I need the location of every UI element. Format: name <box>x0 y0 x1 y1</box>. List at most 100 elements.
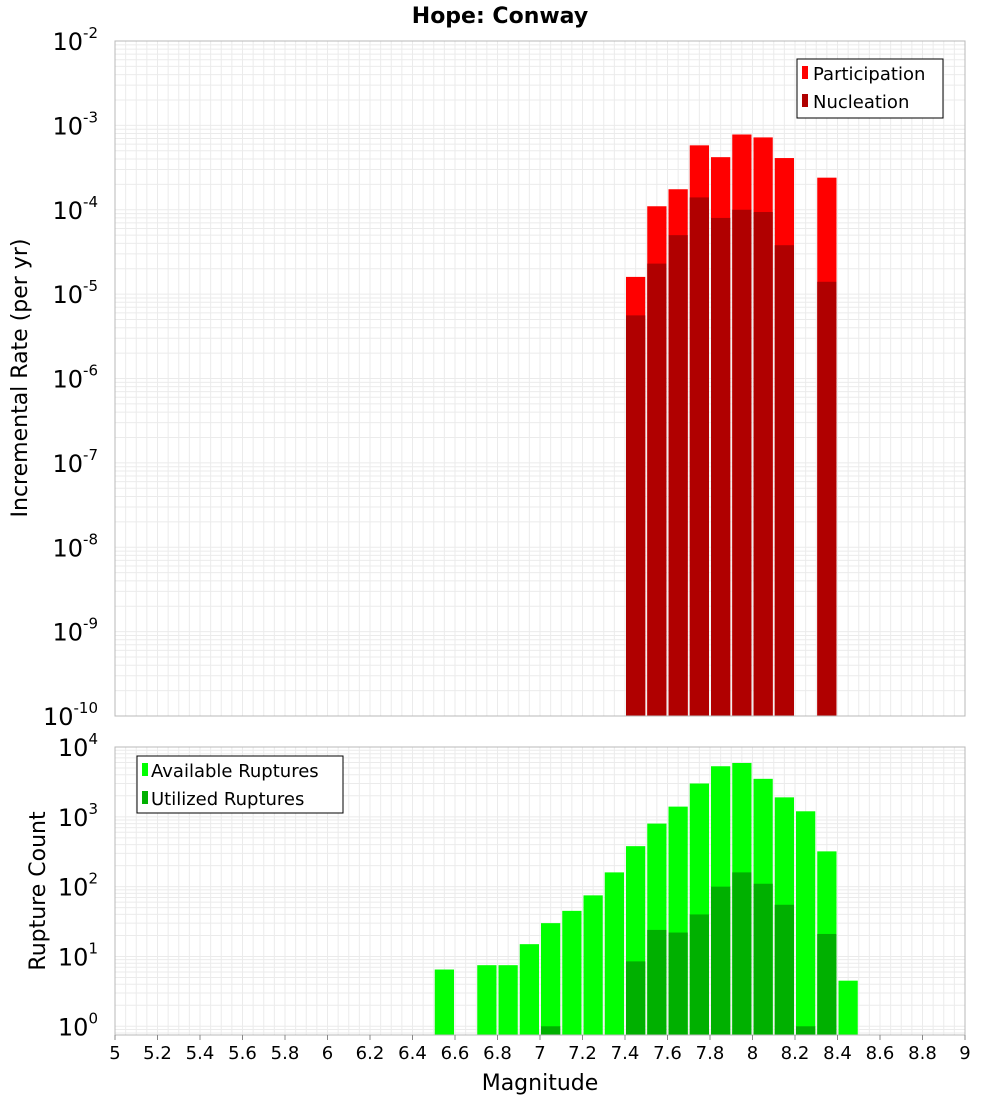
top-y-tick-exponent: -5 <box>83 277 98 295</box>
bottom-bar-series2 <box>732 872 752 1035</box>
top-bars <box>626 134 837 717</box>
x-tick-label: 6.2 <box>356 1043 385 1064</box>
top-bar-series2 <box>774 245 794 717</box>
top-bar-series2 <box>732 209 752 716</box>
x-tick-label: 8.4 <box>823 1043 852 1064</box>
top-y-tick-label: 10-2 <box>52 24 98 56</box>
bottom-bar-series1 <box>562 910 582 1035</box>
bottom-bar-series2 <box>689 914 709 1035</box>
top-y-tick-label: 10-10 <box>43 699 98 731</box>
bottom-bar-series2 <box>796 1026 816 1035</box>
legend-swatch-nucleation <box>802 94 808 107</box>
x-tick-label: 5.4 <box>186 1043 215 1064</box>
legend-swatch-participation <box>802 66 808 79</box>
x-tick-label: 5 <box>109 1043 120 1064</box>
legend-label-available: Available Ruptures <box>151 761 319 782</box>
x-tick-label: 7.2 <box>568 1043 597 1064</box>
bottom-bar-series1 <box>838 980 858 1035</box>
x-tick-label: 6.6 <box>441 1043 470 1064</box>
x-tick-label: 9 <box>959 1043 970 1064</box>
top-y-tick-label: 10-3 <box>52 108 98 140</box>
legend-swatch-utilized <box>142 791 148 804</box>
top-bar-series2 <box>753 212 773 716</box>
top-plot-area <box>114 40 966 717</box>
bottom-bar-series1 <box>541 923 561 1035</box>
x-tick-label: 8.8 <box>908 1043 937 1064</box>
bottom-bar-series1 <box>604 872 624 1035</box>
top-gridlines <box>114 40 966 717</box>
top-y-tick-exponent: -9 <box>83 615 98 633</box>
bottom-y-tick-exponent: 1 <box>88 939 98 957</box>
top-bar-series2 <box>817 281 837 716</box>
bottom-bars <box>434 762 858 1035</box>
bottom-y-tick-exponent: 3 <box>88 800 98 818</box>
bottom-y-tick-exponent: 4 <box>88 730 98 748</box>
top-bar-series2 <box>689 197 709 717</box>
bottom-legend-box <box>136 755 344 814</box>
bottom-y-tick-exponent: 2 <box>88 870 98 888</box>
bottom-bar-series2 <box>753 883 773 1035</box>
bottom-bar-series1 <box>498 965 518 1035</box>
x-tick-label: 7 <box>534 1043 545 1064</box>
x-tick-label: 5.6 <box>228 1043 257 1064</box>
bottom-bar-series1 <box>583 895 603 1035</box>
x-tick-label: 8 <box>747 1043 758 1064</box>
x-tick-label: 8.6 <box>866 1043 895 1064</box>
bottom-bar-series2 <box>711 886 731 1035</box>
top-legend: Participation Nucleation <box>796 58 944 119</box>
top-y-tick-label: 10-8 <box>52 530 98 562</box>
top-bar-series2 <box>668 235 688 716</box>
bottom-bar-series2 <box>647 929 667 1035</box>
bottom-bar-series1 <box>796 811 816 1035</box>
x-tick-label: 7.4 <box>611 1043 640 1064</box>
top-y-tick-label: 10-6 <box>52 362 98 394</box>
x-axis-ticks: 5 5.2 5.4 5.6 5.8 6 6.2 6.4 6.6 6.8 7 7.2 7.4 7.6 7.8 8… <box>109 1035 971 1064</box>
bottom-y-axis-label: Rupture Count <box>26 811 51 971</box>
bottom-y-tick-label: 102 <box>58 870 98 902</box>
x-tick-label: 7.6 <box>653 1043 682 1064</box>
bottom-y-tick-label: 101 <box>58 939 98 971</box>
x-tick-label: 6.4 <box>398 1043 427 1064</box>
top-y-tick-exponent: -10 <box>74 699 99 717</box>
legend-swatch-available <box>142 763 148 776</box>
bottom-bar-series1 <box>477 965 497 1035</box>
x-axis-label: Magnitude <box>482 1071 599 1096</box>
bottom-bar-series2 <box>774 904 794 1035</box>
x-tick-label: 5.2 <box>143 1043 172 1064</box>
chart-title: Hope: Conway <box>412 4 588 29</box>
bottom-bar-series1 <box>434 969 454 1035</box>
x-tick-label: 8.2 <box>781 1043 810 1064</box>
bottom-y-tick-label: 103 <box>58 800 98 832</box>
bottom-bar-series2 <box>817 933 837 1035</box>
x-tick-label: 7.8 <box>696 1043 725 1064</box>
bottom-bar-series2 <box>541 1026 561 1035</box>
bottom-y-tick-exponent: 0 <box>88 1009 98 1027</box>
top-y-tick-exponent: -8 <box>83 530 98 548</box>
bottom-y-tick-label: 100 <box>58 1009 98 1041</box>
bottom-bar-series2 <box>626 961 646 1035</box>
top-y-tick-exponent: -4 <box>83 193 98 211</box>
top-y-tick-label: 10-7 <box>52 446 98 478</box>
top-y-tick-label: 10-4 <box>52 193 98 225</box>
legend-label-nucleation: Nucleation <box>813 92 909 113</box>
top-y-tick-label: 10-9 <box>52 615 98 647</box>
bottom-bar-series1 <box>519 944 539 1035</box>
top-bar-series2 <box>711 217 731 716</box>
bottom-y-tick-label: 104 <box>58 730 98 762</box>
top-bar-series2 <box>647 263 667 716</box>
top-y-tick-exponent: -2 <box>83 24 98 42</box>
bottom-legend: Available Ruptures Utilized Ruptures <box>136 755 344 814</box>
bottom-bar-series2 <box>668 932 688 1035</box>
top-y-tick-labels: 10-10 10-9 10-8 10-7 10-6 10-5 10-4 10-3 10-2 <box>43 24 98 731</box>
top-y-tick-exponent: -3 <box>83 108 98 126</box>
legend-label-participation: Participation <box>813 64 925 85</box>
x-tick-label: 6 <box>322 1043 333 1064</box>
top-bar-series2 <box>626 315 646 716</box>
legend-label-utilized: Utilized Ruptures <box>151 789 304 810</box>
top-y-axis-label: Incremental Rate (per yr) <box>8 239 33 518</box>
top-y-tick-exponent: -7 <box>83 446 98 464</box>
top-y-tick-exponent: -6 <box>83 362 98 380</box>
